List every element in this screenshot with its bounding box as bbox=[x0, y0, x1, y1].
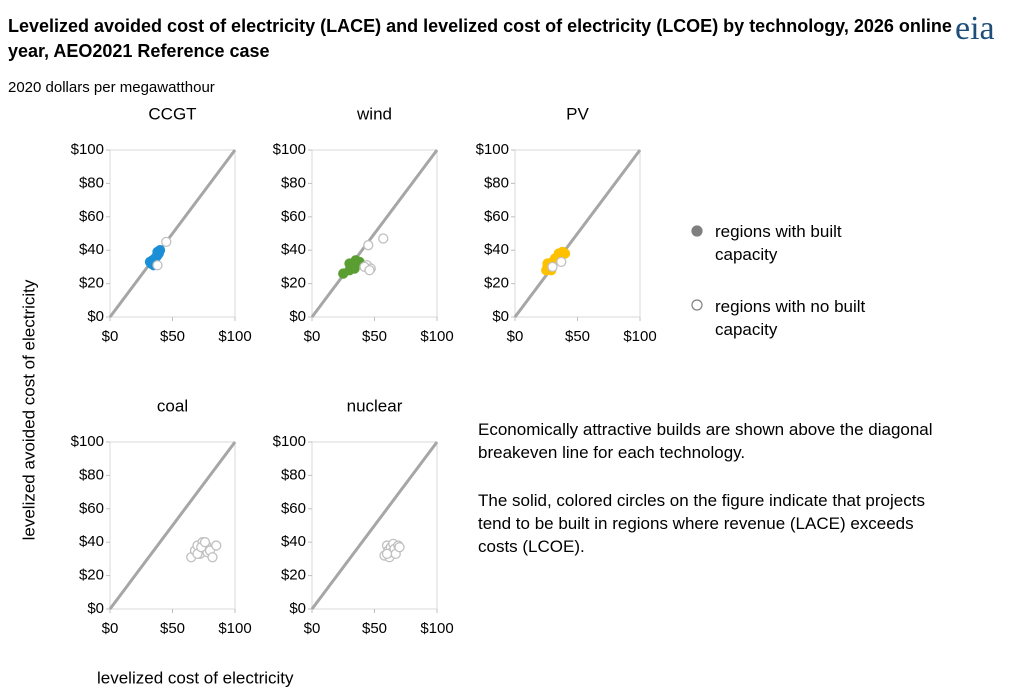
y-tick-label: $60 bbox=[484, 208, 509, 225]
y-tick-label: $0 bbox=[289, 308, 306, 325]
point bbox=[559, 248, 571, 259]
y-tick-label: $80 bbox=[484, 174, 509, 191]
x-tick-label: $0 bbox=[102, 620, 119, 637]
y-axis-label: levelized avoided cost of electricity bbox=[19, 279, 38, 540]
y-tick-label: $100 bbox=[476, 141, 509, 158]
legend-marker bbox=[691, 225, 703, 237]
y-tick-label: $100 bbox=[273, 433, 306, 450]
y-tick-label: $20 bbox=[281, 275, 306, 292]
point bbox=[152, 260, 163, 271]
panel-title: wind bbox=[356, 104, 392, 123]
note: Economically attractive builds are shown… bbox=[478, 420, 933, 462]
x-tick-label: $50 bbox=[362, 328, 387, 345]
y-tick-label: $80 bbox=[281, 466, 306, 483]
breakeven-line bbox=[310, 441, 439, 610]
x-tick-label: $50 bbox=[565, 328, 590, 345]
note: The solid, colored circles on the figure… bbox=[478, 491, 925, 556]
breakeven-line bbox=[108, 441, 237, 610]
breakeven-line bbox=[108, 149, 237, 318]
page-title: Levelized avoided cost of electricity (L… bbox=[8, 16, 952, 61]
point bbox=[363, 240, 374, 251]
y-tick-label: $0 bbox=[289, 600, 306, 617]
x-tick-label: $100 bbox=[218, 620, 251, 637]
panel-title: PV bbox=[566, 104, 589, 123]
panel-title: CCGT bbox=[148, 104, 196, 123]
x-tick-label: $100 bbox=[623, 328, 656, 345]
subtitle: 2020 dollars per megawatthour bbox=[8, 79, 215, 96]
breakeven-line bbox=[310, 149, 439, 318]
y-tick-label: $80 bbox=[79, 466, 104, 483]
y-tick-label: $80 bbox=[281, 174, 306, 191]
x-tick-label: $50 bbox=[160, 328, 185, 345]
point bbox=[394, 542, 405, 553]
y-tick-label: $100 bbox=[71, 141, 104, 158]
legend-label: regions with built capacity bbox=[715, 222, 842, 264]
x-tick-label: $100 bbox=[420, 620, 453, 637]
y-tick-label: $60 bbox=[281, 208, 306, 225]
x-tick-label: $0 bbox=[304, 620, 321, 637]
y-tick-label: $0 bbox=[492, 308, 509, 325]
panel-title: coal bbox=[157, 396, 188, 415]
panel-title: nuclear bbox=[347, 396, 403, 415]
point bbox=[199, 537, 211, 548]
y-tick-label: $40 bbox=[484, 241, 509, 258]
y-tick-label: $100 bbox=[273, 141, 306, 158]
y-tick-label: $100 bbox=[71, 433, 104, 450]
y-tick-label: $80 bbox=[79, 174, 104, 191]
y-tick-label: $20 bbox=[281, 567, 306, 584]
y-tick-label: $40 bbox=[79, 533, 104, 550]
point bbox=[556, 256, 567, 268]
y-tick-label: $60 bbox=[281, 500, 306, 517]
y-tick-label: $60 bbox=[79, 208, 104, 225]
x-axis-label: levelized cost of electricity bbox=[97, 668, 294, 687]
point bbox=[211, 540, 222, 551]
x-tick-label: $0 bbox=[507, 328, 524, 345]
x-tick-label: $0 bbox=[102, 328, 119, 345]
logo: eia bbox=[955, 10, 995, 47]
y-tick-label: $0 bbox=[87, 308, 104, 325]
point bbox=[378, 233, 389, 244]
x-tick-label: $0 bbox=[304, 328, 321, 345]
y-tick-label: $60 bbox=[79, 500, 104, 517]
x-tick-label: $50 bbox=[362, 620, 387, 637]
point bbox=[207, 552, 218, 563]
y-tick-label: $40 bbox=[281, 533, 306, 550]
point bbox=[381, 548, 393, 560]
y-tick-label: $20 bbox=[484, 275, 509, 292]
legend-marker bbox=[691, 299, 703, 311]
point bbox=[152, 246, 163, 258]
point bbox=[349, 263, 360, 274]
x-tick-label: $100 bbox=[218, 328, 251, 345]
point bbox=[547, 261, 558, 273]
y-tick-label: $20 bbox=[79, 275, 104, 292]
x-tick-label: $50 bbox=[160, 620, 185, 637]
point bbox=[161, 236, 172, 248]
point bbox=[364, 265, 375, 276]
y-tick-label: $40 bbox=[281, 241, 306, 258]
y-tick-label: $40 bbox=[79, 241, 104, 258]
x-tick-label: $100 bbox=[420, 328, 453, 345]
y-tick-label: $0 bbox=[87, 600, 104, 617]
breakeven-line bbox=[513, 149, 642, 318]
y-tick-label: $20 bbox=[79, 567, 104, 584]
legend-label: regions with no built capacity bbox=[715, 297, 866, 339]
